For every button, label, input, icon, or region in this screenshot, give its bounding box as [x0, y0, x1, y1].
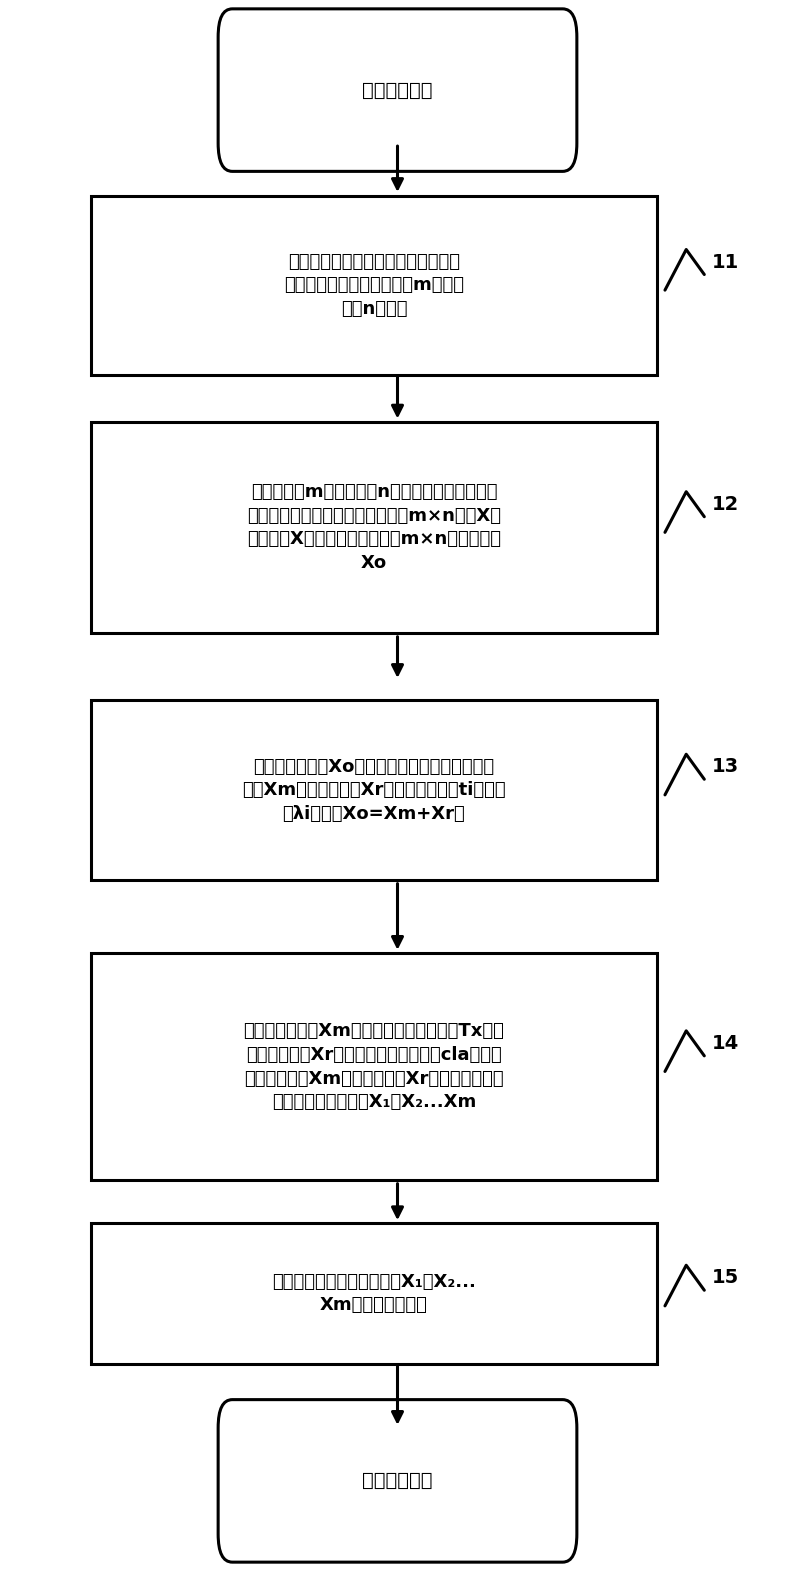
Text: 分别在燃料电池系统运行及发生各种
故障时采集燃料电池系统中m个传感
器的n组数据: 分别在燃料电池系统运行及发生各种 故障时采集燃料电池系统中m个传感 器的n组数据: [284, 253, 464, 317]
Text: 根据主元子空间Xm统计计算第一故障阈值Tx，根
据残差子空间Xr统计计算第二故障阈值cla，并根
据主元子空间Xm和残差子空间Xr分别统计计算每
个传感器的故障: 根据主元子空间Xm统计计算第一故障阈值Tx，根 据残差子空间Xr统计计算第二故障…: [243, 1023, 504, 1111]
Text: 根据归一化矩阵Xo并通过数据训练方法建立主元
空间Xm和残差子空间Xr并得到特征向量ti和特征
值λi，其中Xo=Xm+Xr；: 根据归一化矩阵Xo并通过数据训练方法建立主元 空间Xm和残差子空间Xr并得到特征…: [242, 757, 506, 823]
Text: 根据每个传感器的故障阈值X₁，X₂...
Xm建立故障数据库: 根据每个传感器的故障阈值X₁，X₂... Xm建立故障数据库: [272, 1273, 476, 1315]
Text: 12: 12: [712, 495, 739, 514]
Text: 离线处理结束: 离线处理结束: [363, 1472, 432, 1491]
Text: 13: 13: [712, 757, 739, 776]
Bar: [91, 196, 657, 375]
Bar: [91, 1224, 657, 1364]
FancyBboxPatch shape: [218, 1400, 577, 1562]
Bar: [91, 423, 657, 633]
Text: 11: 11: [712, 253, 739, 272]
Text: 根据采集的m个传感器的n组数据建立与燃料电池
系统运行及发生各种故障时对应的m×n矩阵X，
并对矩阵X进行归一化处理得到m×n归一化矩阵
Xo: 根据采集的m个传感器的n组数据建立与燃料电池 系统运行及发生各种故障时对应的m×…: [247, 484, 501, 572]
FancyBboxPatch shape: [218, 9, 577, 171]
Bar: [91, 954, 657, 1180]
Text: 离线处理开始: 离线处理开始: [363, 80, 432, 99]
Bar: [91, 701, 657, 880]
Text: 14: 14: [712, 1034, 739, 1053]
Text: 15: 15: [712, 1268, 739, 1287]
